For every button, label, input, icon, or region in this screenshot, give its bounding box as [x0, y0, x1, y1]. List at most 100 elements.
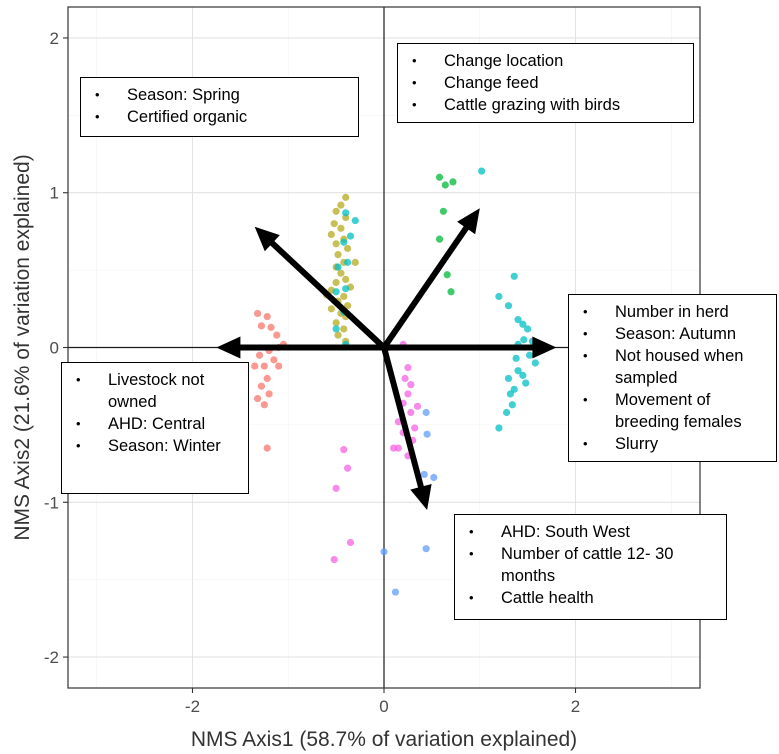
- annotation-item: Livestock not owned: [76, 369, 238, 413]
- data-point-group-6: [411, 424, 419, 432]
- data-point-group-1: [260, 401, 268, 409]
- data-point-group-6: [330, 555, 338, 564]
- data-point-group-4: [522, 379, 530, 387]
- environmental-vectors: [216, 208, 557, 510]
- y-tick-label: -1: [44, 493, 59, 512]
- data-point-group-4: [502, 408, 511, 417]
- data-point-group-4: [512, 354, 520, 362]
- data-point-group-4: [506, 390, 514, 398]
- data-point-group-1: [263, 374, 271, 383]
- annotation-item: Cattle grazing with birds: [412, 94, 683, 116]
- data-point-group-4: [334, 263, 342, 271]
- vector-arrowhead-2: [216, 336, 241, 359]
- vector-arrowhead-5: [410, 484, 432, 510]
- data-point-group-1: [273, 331, 281, 339]
- annotation-item: Season: Winter: [76, 435, 238, 457]
- data-point-group-1: [257, 382, 266, 390]
- data-point-group-4: [346, 232, 355, 240]
- data-point-group-2: [340, 292, 348, 301]
- annotation-item: Not housed when sampled: [583, 345, 766, 389]
- data-point-group-3: [449, 178, 457, 186]
- data-point-group-5: [423, 430, 431, 438]
- data-point-group-1: [275, 362, 283, 370]
- data-point-group-6: [346, 538, 355, 547]
- data-point-group-2: [334, 331, 342, 339]
- data-point-group-2: [337, 224, 345, 232]
- data-point-group-5: [422, 545, 430, 553]
- y-tick-label: 2: [50, 29, 59, 48]
- x-tick-label: 2: [571, 697, 580, 716]
- data-point-group-2: [344, 244, 352, 253]
- data-point-group-3: [443, 271, 451, 279]
- data-point-group-4: [514, 316, 522, 324]
- annotation-herd: Number in herd Season: Autumn Not housed…: [568, 294, 777, 462]
- data-point-group-2: [340, 325, 348, 333]
- annotation-item: Number of cattle 12- 30 months: [469, 543, 716, 587]
- data-points: [251, 167, 539, 596]
- data-point-group-2: [330, 220, 338, 228]
- data-point-group-4: [504, 374, 513, 383]
- data-point-group-2: [327, 305, 335, 313]
- data-point-group-2: [337, 201, 345, 209]
- data-point-group-6: [413, 402, 422, 410]
- data-point-group-2: [332, 319, 340, 327]
- data-point-group-2: [337, 269, 345, 277]
- data-point-group-1: [263, 312, 271, 321]
- x-tick-label: -2: [185, 697, 200, 716]
- data-point-group-3: [435, 173, 444, 181]
- data-point-group-4: [340, 238, 348, 246]
- annotation-southwest: AHD: South West Number of cattle 12- 30 …: [454, 514, 727, 620]
- annotation-item: Cattle health: [469, 587, 716, 609]
- data-point-group-1: [267, 323, 275, 331]
- annotation-livestock: Livestock not owned AHD: Central Season:…: [61, 362, 249, 494]
- annotation-item: Movement of breeding females: [583, 389, 766, 433]
- data-point-group-3: [441, 181, 449, 189]
- data-point-group-2: [351, 258, 359, 266]
- data-point-group-1: [265, 390, 273, 398]
- data-point-group-1: [254, 309, 262, 318]
- data-point-group-6: [401, 374, 409, 383]
- data-point-group-4: [495, 292, 503, 301]
- annotation-item: AHD: South West: [469, 521, 716, 543]
- annotation-location: Change location Change feed Cattle grazi…: [397, 43, 694, 123]
- data-point-group-5: [422, 408, 430, 417]
- data-point-group-6: [340, 446, 348, 454]
- data-point-group-6: [389, 444, 398, 452]
- data-point-group-4: [520, 336, 528, 344]
- vector-arrowhead-4: [532, 336, 557, 359]
- data-point-group-4: [504, 302, 513, 310]
- y-tick-label: -2: [44, 648, 59, 667]
- data-point-group-4: [332, 288, 340, 296]
- data-point-group-5: [420, 470, 428, 479]
- data-point-group-4: [344, 258, 352, 266]
- annotation-item: Slurry: [583, 433, 766, 455]
- data-point-group-4: [524, 325, 532, 333]
- data-point-group-1: [270, 356, 278, 364]
- data-point-group-4: [342, 285, 350, 293]
- data-point-group-4: [478, 167, 486, 175]
- data-point-group-6: [344, 464, 352, 472]
- data-point-group-5: [430, 473, 438, 482]
- annotation-item: Change location: [412, 50, 683, 72]
- annotation-item: Season: Spring: [95, 84, 348, 106]
- data-point-group-6: [407, 381, 415, 389]
- data-point-group-1: [257, 322, 266, 330]
- data-point-group-1: [251, 362, 259, 370]
- data-point-group-1: [254, 394, 262, 403]
- data-point-group-4: [519, 320, 527, 328]
- annotation-item: Change feed: [412, 72, 683, 94]
- x-axis-title: NMS Axis1 (58.7% of variation explained): [191, 728, 577, 751]
- data-point-group-1: [260, 362, 268, 370]
- data-point-group-2: [327, 230, 335, 239]
- data-point-group-4: [495, 424, 503, 432]
- data-point-group-2: [332, 240, 340, 248]
- data-point-group-4: [525, 351, 534, 359]
- data-point-group-4: [351, 216, 359, 225]
- annotation-item: Certified organic: [95, 106, 348, 128]
- data-point-group-6: [404, 390, 412, 398]
- data-point-group-3: [447, 288, 455, 296]
- data-point-group-4: [332, 325, 340, 333]
- data-point-group-2: [332, 207, 340, 215]
- data-point-group-4: [519, 371, 527, 379]
